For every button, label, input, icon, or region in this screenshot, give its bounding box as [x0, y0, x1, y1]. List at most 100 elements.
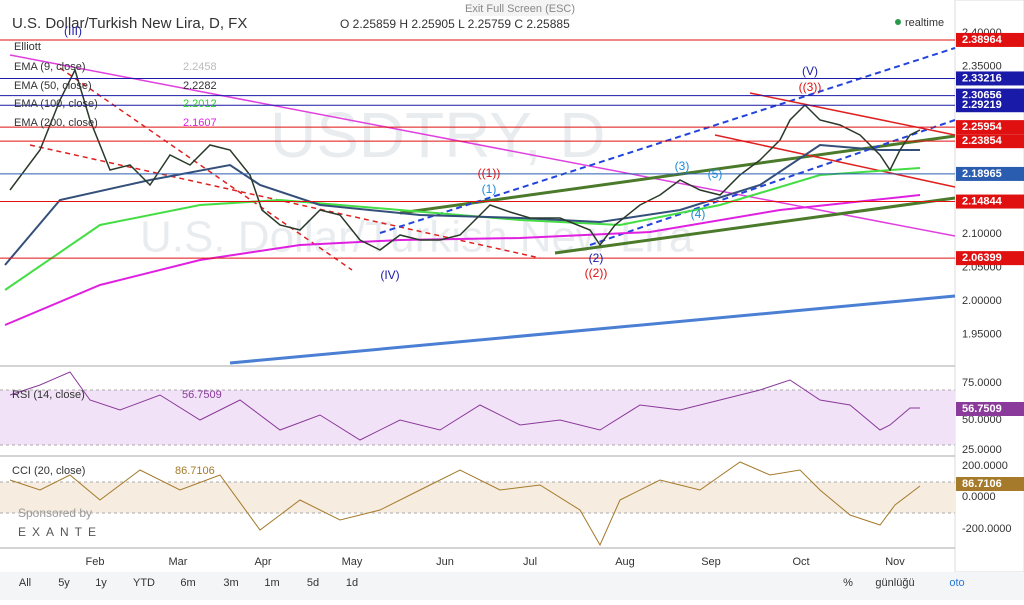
cci-tick: -200.0000 — [962, 523, 1012, 535]
toolbar-button[interactable]: günlüğü — [875, 577, 914, 589]
rsi-tick: 50.0000 — [962, 414, 1002, 426]
price-tag — [956, 251, 1024, 266]
wave-label: (2) — [589, 251, 604, 265]
toolbar-button[interactable]: % — [843, 577, 853, 589]
price-tag — [956, 194, 1024, 209]
indicator-name: EMA (50, close) — [14, 80, 92, 92]
indicator-value: 2.1607 — [183, 117, 217, 129]
cci-tick: 0.0000 — [962, 491, 996, 503]
month-label: Apr — [254, 556, 271, 568]
pane-title: CCI (20, close) — [12, 465, 85, 477]
range-button[interactable]: 5d — [307, 577, 319, 589]
toolbar-button[interactable]: oto — [949, 577, 964, 589]
price-tick: 1.95000 — [962, 328, 1002, 340]
price-tag — [956, 166, 1024, 181]
rsi-tag — [956, 402, 1024, 416]
exit-button[interactable] — [470, 0, 570, 16]
cci-tick: 200.0000 — [962, 460, 1008, 472]
wave-label: ((2)) — [585, 266, 608, 280]
indicator-value: 2.2282 — [183, 80, 217, 92]
range-button[interactable]: YTD — [133, 577, 155, 589]
indicator-value: 2.2458 — [183, 61, 217, 73]
price-tag-label: 2.29219 — [962, 99, 1002, 111]
cci-tag-label: 86.7106 — [962, 478, 1002, 490]
range-button[interactable]: 3m — [223, 577, 238, 589]
rsi-tag-label: 56.7509 — [962, 403, 1002, 415]
month-label: Jun — [436, 556, 454, 568]
ohlc: O 2.25859 H 2.25905 L 2.25759 C 2.25885 — [340, 17, 570, 31]
indicator-name: EMA (200, close) — [14, 117, 98, 129]
range-button[interactable]: 1d — [346, 577, 358, 589]
price-tag-label: 2.18965 — [962, 168, 1002, 180]
trend-line — [554, 196, 956, 255]
price-tick: 2.00000 — [962, 295, 1002, 307]
drawings — [4, 47, 956, 547]
rsi-tick: 75.0000 — [962, 377, 1002, 389]
trend-line — [229, 294, 956, 365]
cci-tag — [956, 477, 1024, 491]
wave-label: (IV) — [380, 268, 399, 282]
range-button[interactable]: 1y — [95, 577, 107, 589]
realtime-dot — [895, 19, 901, 25]
price-tag-label: 2.23854 — [962, 135, 1003, 147]
wave-label: ((3)) — [799, 80, 822, 94]
month-label: Jul — [523, 556, 537, 568]
month-label: Aug — [615, 556, 635, 568]
trend-line — [714, 134, 956, 188]
price-tag — [956, 71, 1024, 86]
month-label: Nov — [885, 556, 905, 568]
exit-fullscreen[interactable]: Exit Full Screen (ESC) — [465, 3, 575, 15]
month-label: Sep — [701, 556, 721, 568]
pane-value: 56.7509 — [182, 389, 222, 401]
price-tag-label: 2.33216 — [962, 72, 1002, 84]
trend-line — [9, 54, 956, 237]
ema-line — [4, 167, 921, 291]
realtime: realtime — [905, 17, 944, 29]
sponsor-text: Sponsored by — [18, 506, 92, 520]
wave-label: (V) — [802, 64, 818, 78]
price-tag-label: 2.38964 — [962, 34, 1003, 46]
month-label: May — [342, 556, 363, 568]
symbol-title: U.S. Dollar/Turkish New Lira, D, FX — [12, 15, 247, 32]
wave-label: (1) — [482, 182, 497, 196]
month-label: Feb — [86, 556, 105, 568]
month-label: Mar — [169, 556, 188, 568]
cci-band — [0, 482, 955, 513]
pane-title: RSI (14, close) — [12, 389, 85, 401]
indicator-name: EMA (100, close) — [14, 98, 98, 110]
dynamic: 2.400002.350002.100002.050002.000001.950… — [0, 24, 1024, 589]
price-tick: 2.10000 — [962, 228, 1002, 240]
range-button[interactable]: 1m — [264, 577, 279, 589]
wave-label: (3) — [675, 159, 690, 173]
rsi-line — [9, 371, 920, 441]
pane-value: 86.7106 — [175, 465, 215, 477]
range-button[interactable]: All — [19, 577, 31, 589]
price-tick: 2.35000 — [962, 60, 1002, 72]
price-tag — [956, 120, 1024, 135]
price-tag-label: 2.14844 — [962, 195, 1003, 207]
rsi-band — [0, 390, 955, 445]
indicator-name: EMA (9, close) — [14, 61, 86, 73]
toolbar — [0, 572, 1024, 600]
wave-label: (4) — [691, 207, 706, 221]
wave-label: (5) — [708, 167, 723, 181]
rsi-tick: 25.0000 — [962, 444, 1002, 456]
ema-line — [4, 143, 920, 266]
sponsor-brand: EXANTE — [18, 525, 102, 539]
wave-label: ((1)) — [478, 166, 501, 180]
price-tag — [956, 134, 1024, 149]
indicator-value: 2.2012 — [183, 98, 217, 110]
range-button[interactable]: 5y — [58, 577, 70, 589]
cci-line — [9, 461, 921, 547]
ema-line — [4, 194, 921, 326]
price-line — [9, 67, 921, 251]
price-tag — [956, 98, 1024, 113]
range-button[interactable]: 6m — [180, 577, 195, 589]
indicator-name: Elliott — [14, 41, 41, 53]
month-label: Oct — [792, 556, 809, 568]
price-tag-label: 2.25954 — [962, 121, 1003, 133]
wave-label: (III) — [64, 24, 82, 38]
price-tag-label: 2.06399 — [962, 252, 1002, 264]
trend-line — [749, 92, 956, 136]
